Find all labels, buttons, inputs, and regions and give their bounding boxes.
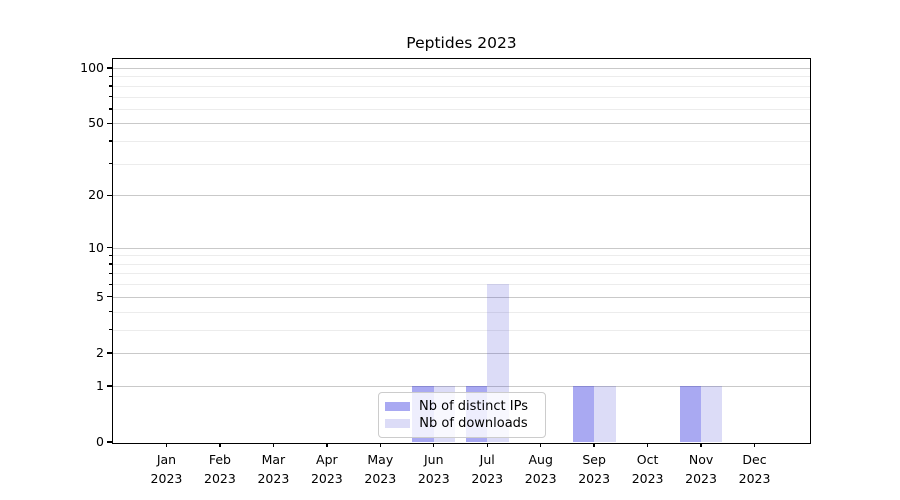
y-tick-mark-minor bbox=[109, 254, 113, 257]
y-tick-mark bbox=[107, 296, 113, 298]
legend-entry-downloads: Nb of downloads bbox=[385, 415, 537, 432]
major-gridline bbox=[113, 385, 810, 387]
grid-layer bbox=[113, 59, 810, 443]
y-tick-mark bbox=[107, 246, 113, 249]
minor-gridline bbox=[113, 108, 810, 110]
x-tick-label: Mar 2023 bbox=[257, 452, 290, 486]
y-tick-mark-minor bbox=[109, 85, 113, 87]
minor-gridline bbox=[113, 311, 810, 313]
y-tick-label: 1 bbox=[96, 377, 104, 393]
x-tick-label: Nov 2023 bbox=[685, 452, 717, 486]
y-tick-label: 10 bbox=[88, 239, 104, 255]
major-gridline bbox=[113, 195, 810, 197]
x-tick-mark bbox=[326, 443, 328, 447]
legend-swatch-downloads bbox=[385, 419, 410, 428]
x-tick-mark bbox=[753, 443, 756, 447]
y-tick-mark-minor bbox=[109, 95, 113, 98]
minor-gridline bbox=[113, 284, 810, 286]
minor-gridline bbox=[113, 273, 810, 275]
major-gridline bbox=[113, 123, 810, 125]
y-tick-mark-minor bbox=[109, 163, 113, 165]
minor-gridline bbox=[113, 141, 810, 143]
x-tick-label: Sep 2023 bbox=[578, 452, 611, 486]
y-tick-mark bbox=[107, 352, 113, 354]
x-tick-mark bbox=[646, 443, 649, 447]
x-tick-mark bbox=[379, 443, 381, 447]
plot-area: 0 1 2 5 10 20 50 100 Jan 2023 Feb 2023 Mar 2023 Apr 202… bbox=[80, 58, 811, 486]
minor-gridline bbox=[113, 263, 810, 265]
minor-gridline bbox=[113, 163, 810, 165]
y-tick-mark bbox=[107, 441, 113, 443]
y-tick-label: 50 bbox=[88, 115, 104, 131]
y-tick-mark bbox=[107, 385, 113, 387]
legend-label-downloads: Nb of downloads bbox=[419, 416, 528, 431]
minor-gridline bbox=[113, 96, 810, 98]
legend: Nb of distinct IPs Nb of downloads bbox=[378, 392, 546, 438]
y-tick-mark bbox=[107, 122, 113, 125]
minor-gridline bbox=[113, 76, 810, 78]
major-gridline bbox=[113, 67, 810, 69]
y-tick-label: 20 bbox=[88, 187, 104, 203]
legend-label-distinct-ips: Nb of distinct IPs bbox=[419, 399, 528, 414]
y-tick-mark-minor bbox=[109, 263, 113, 265]
y-tick-mark-minor bbox=[109, 140, 113, 142]
bar-downloads-nov bbox=[701, 385, 723, 442]
y-tick-mark-minor bbox=[109, 75, 113, 78]
bar-downloads-sep bbox=[594, 385, 616, 442]
x-tick-mark bbox=[219, 443, 221, 447]
major-gridline bbox=[113, 352, 810, 354]
x-tick-mark bbox=[272, 443, 275, 447]
x-tick-mark bbox=[165, 443, 168, 447]
x-tick-label: Dec 2023 bbox=[738, 452, 771, 486]
y-tick-label: 100 bbox=[80, 59, 104, 75]
x-tick-mark bbox=[486, 443, 488, 447]
x-tick-label: Oct 2023 bbox=[631, 452, 664, 486]
y-tick-mark-minor bbox=[109, 108, 113, 110]
x-tick-label: Jan 2023 bbox=[150, 452, 183, 486]
y-tick-mark bbox=[107, 67, 113, 69]
y-tick-label: 5 bbox=[96, 288, 104, 304]
legend-entry-distinct-ips: Nb of distinct IPs bbox=[385, 398, 537, 415]
minor-gridline bbox=[113, 255, 810, 257]
x-tick-label: Jun 2023 bbox=[417, 452, 450, 486]
x-tick-label: Apr 2023 bbox=[310, 452, 343, 486]
x-tick-mark bbox=[700, 443, 702, 447]
legend-swatch-distinct-ips bbox=[385, 402, 410, 411]
minor-gridline bbox=[113, 329, 810, 331]
minor-gridline bbox=[113, 85, 810, 87]
y-tick-mark-minor bbox=[109, 328, 113, 331]
x-tick-mark bbox=[539, 443, 542, 447]
bar-distinct-ips-sep bbox=[572, 385, 595, 442]
x-tick-label: Jul 2023 bbox=[471, 452, 504, 486]
y-tick-mark bbox=[107, 194, 113, 196]
x-tick-label: Aug 2023 bbox=[524, 452, 557, 486]
major-gridline bbox=[113, 247, 810, 249]
y-tick-label: 0 bbox=[96, 434, 104, 449]
axis-layer: 0 1 2 5 10 20 50 100 Jan 2023 Feb 2023 Mar 2023 Apr 202… bbox=[80, 59, 810, 485]
x-tick-label: May 2023 bbox=[364, 452, 397, 486]
x-tick-mark bbox=[433, 443, 435, 447]
bar-distinct-ips-nov bbox=[679, 385, 702, 442]
chart-title: Peptides 2023 bbox=[406, 34, 517, 52]
y-tick-label: 2 bbox=[96, 344, 104, 360]
x-tick-mark bbox=[593, 443, 595, 447]
x-tick-label: Feb 2023 bbox=[204, 452, 236, 486]
major-gridline bbox=[113, 296, 810, 298]
y-tick-mark-minor bbox=[109, 310, 113, 313]
y-tick-mark-minor bbox=[109, 283, 113, 285]
y-tick-mark-minor bbox=[109, 272, 113, 275]
